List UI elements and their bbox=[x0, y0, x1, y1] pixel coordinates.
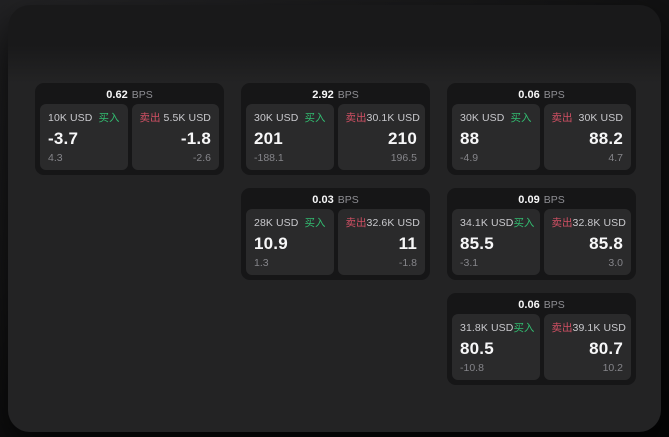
bps-unit-label: BPS bbox=[131, 88, 153, 101]
sell-price: 80.7 bbox=[589, 339, 623, 358]
buy-notional: 28K USD bbox=[254, 216, 299, 229]
buy-delta: 4.3 bbox=[48, 152, 63, 164]
sell-notional: 5.5K USD bbox=[163, 111, 211, 124]
quote-card-4[interactable]: 0.03 BPS 28K USD 买入 10.9 1.3 卖出 32.6K US… bbox=[241, 188, 430, 280]
bps-header: 0.62 BPS bbox=[35, 83, 224, 104]
bps-value: 0.06 bbox=[518, 88, 540, 101]
sell-delta: -1.8 bbox=[398, 257, 417, 269]
buy-delta: -4.9 bbox=[460, 152, 479, 164]
sell-notional: 30.1K USD bbox=[366, 111, 420, 124]
sell-price: -1.8 bbox=[180, 129, 211, 148]
sell-notional: 30K USD bbox=[578, 111, 623, 124]
buy-price: -3.7 bbox=[48, 129, 79, 148]
bps-header: 0.06 BPS bbox=[447, 293, 636, 314]
bps-unit-label: BPS bbox=[543, 88, 565, 101]
buy-panel[interactable]: 30K USD 买入 88 -4.9 bbox=[452, 104, 540, 170]
bps-header: 0.06 BPS bbox=[447, 83, 636, 104]
sell-delta: 10.2 bbox=[602, 362, 623, 374]
buy-notional: 30K USD bbox=[254, 111, 299, 124]
sell-price: 85.8 bbox=[589, 234, 623, 253]
bps-unit-label: BPS bbox=[543, 193, 565, 206]
bps-header: 0.03 BPS bbox=[241, 188, 430, 209]
sell-side-label: 卖出 bbox=[345, 217, 367, 229]
sell-panel[interactable]: 卖出 39.1K USD 80.7 10.2 bbox=[543, 314, 631, 380]
panels: 30K USD 买入 88 -4.9 卖出 30K USD 88.2 4.7 bbox=[447, 104, 636, 175]
quote-card-5[interactable]: 0.09 BPS 34.1K USD 买入 85.5 -3.1 卖出 32.8K… bbox=[447, 188, 636, 280]
buy-price: 10.9 bbox=[254, 234, 288, 253]
bps-unit-label: BPS bbox=[543, 298, 565, 311]
quote-card-1[interactable]: 0.62 BPS 10K USD 买入 -3.7 4.3 卖出 5.5K USD bbox=[35, 83, 224, 175]
quote-card-3[interactable]: 0.06 BPS 30K USD 买入 88 -4.9 卖出 30K USD bbox=[447, 83, 636, 175]
panels: 28K USD 买入 10.9 1.3 卖出 32.6K USD 11 -1.8 bbox=[241, 209, 430, 280]
buy-notional: 34.1K USD bbox=[460, 216, 514, 229]
sell-panel[interactable]: 卖出 5.5K USD -1.8 -2.6 bbox=[131, 104, 219, 170]
buy-panel[interactable]: 28K USD 买入 10.9 1.3 bbox=[246, 209, 334, 275]
buy-side-label: 买入 bbox=[304, 112, 326, 124]
bps-value: 0.62 bbox=[106, 88, 128, 101]
buy-notional: 31.8K USD bbox=[460, 321, 514, 334]
sell-price: 11 bbox=[398, 234, 417, 253]
buy-side-label: 买入 bbox=[513, 217, 535, 229]
sell-delta: 3.0 bbox=[608, 257, 623, 269]
sell-notional: 32.6K USD bbox=[366, 216, 420, 229]
buy-panel[interactable]: 34.1K USD 买入 85.5 -3.1 bbox=[452, 209, 540, 275]
buy-price: 88 bbox=[460, 129, 480, 148]
bps-value: 2.92 bbox=[312, 88, 334, 101]
panels: 31.8K USD 买入 80.5 -10.8 卖出 39.1K USD 80.… bbox=[447, 314, 636, 385]
sell-price: 88.2 bbox=[589, 129, 623, 148]
app-window: 0.62 BPS 10K USD 买入 -3.7 4.3 卖出 5.5K USD bbox=[8, 5, 661, 432]
quote-card-grid: 0.62 BPS 10K USD 买入 -3.7 4.3 卖出 5.5K USD bbox=[35, 83, 636, 385]
quote-card-2[interactable]: 2.92 BPS 30K USD 买入 201 -188.1 卖出 30.1K … bbox=[241, 83, 430, 175]
panels: 30K USD 买入 201 -188.1 卖出 30.1K USD 210 1… bbox=[241, 104, 430, 175]
buy-delta: -188.1 bbox=[254, 152, 284, 164]
buy-price: 85.5 bbox=[460, 234, 494, 253]
bps-value: 0.09 bbox=[518, 193, 540, 206]
sell-delta: -2.6 bbox=[192, 152, 211, 164]
sell-panel[interactable]: 卖出 30.1K USD 210 196.5 bbox=[337, 104, 425, 170]
buy-price: 201 bbox=[254, 129, 283, 148]
bps-unit-label: BPS bbox=[337, 88, 359, 101]
buy-panel[interactable]: 30K USD 买入 201 -188.1 bbox=[246, 104, 334, 170]
bps-header: 0.09 BPS bbox=[447, 188, 636, 209]
sell-panel[interactable]: 卖出 32.8K USD 85.8 3.0 bbox=[543, 209, 631, 275]
sell-panel[interactable]: 卖出 30K USD 88.2 4.7 bbox=[543, 104, 631, 170]
sell-side-label: 卖出 bbox=[345, 112, 367, 124]
buy-side-label: 买入 bbox=[304, 217, 326, 229]
buy-delta: -10.8 bbox=[460, 362, 484, 374]
sell-delta: 196.5 bbox=[390, 152, 417, 164]
sell-side-label: 卖出 bbox=[139, 112, 161, 124]
sell-side-label: 卖出 bbox=[551, 217, 573, 229]
panels: 10K USD 买入 -3.7 4.3 卖出 5.5K USD -1.8 -2.… bbox=[35, 104, 224, 175]
quote-card-6[interactable]: 0.06 BPS 31.8K USD 买入 80.5 -10.8 卖出 39.1… bbox=[447, 293, 636, 385]
buy-notional: 30K USD bbox=[460, 111, 505, 124]
buy-delta: 1.3 bbox=[254, 257, 269, 269]
sell-notional: 32.8K USD bbox=[572, 216, 626, 229]
buy-notional: 10K USD bbox=[48, 111, 93, 124]
bps-header: 2.92 BPS bbox=[241, 83, 430, 104]
buy-side-label: 买入 bbox=[98, 112, 120, 124]
panels: 34.1K USD 买入 85.5 -3.1 卖出 32.8K USD 85.8… bbox=[447, 209, 636, 280]
bps-value: 0.06 bbox=[518, 298, 540, 311]
bps-unit-label: BPS bbox=[337, 193, 359, 206]
buy-panel[interactable]: 10K USD 买入 -3.7 4.3 bbox=[40, 104, 128, 170]
buy-delta: -3.1 bbox=[460, 257, 479, 269]
buy-panel[interactable]: 31.8K USD 买入 80.5 -10.8 bbox=[452, 314, 540, 380]
buy-side-label: 买入 bbox=[510, 112, 532, 124]
sell-panel[interactable]: 卖出 32.6K USD 11 -1.8 bbox=[337, 209, 425, 275]
sell-side-label: 卖出 bbox=[551, 112, 573, 124]
bps-value: 0.03 bbox=[312, 193, 334, 206]
buy-price: 80.5 bbox=[460, 339, 494, 358]
sell-price: 210 bbox=[388, 129, 417, 148]
buy-side-label: 买入 bbox=[513, 322, 535, 334]
sell-notional: 39.1K USD bbox=[572, 321, 626, 334]
sell-side-label: 卖出 bbox=[551, 322, 573, 334]
sell-delta: 4.7 bbox=[608, 152, 623, 164]
